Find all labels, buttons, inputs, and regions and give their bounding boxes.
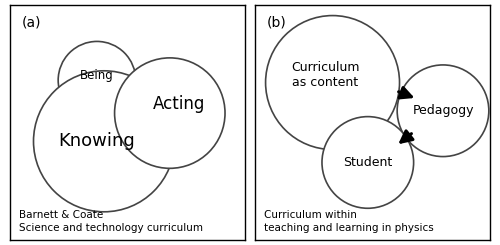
- Text: Curriculum
as content: Curriculum as content: [291, 61, 360, 89]
- Text: Acting: Acting: [153, 95, 206, 113]
- Text: (b): (b): [267, 16, 286, 30]
- Circle shape: [397, 65, 489, 157]
- Text: Student: Student: [343, 156, 392, 169]
- Text: Pedagogy: Pedagogy: [412, 104, 474, 117]
- Circle shape: [114, 58, 225, 168]
- Text: Curriculum within
teaching and learning in physics: Curriculum within teaching and learning …: [264, 210, 434, 233]
- Text: (a): (a): [22, 16, 41, 30]
- Text: Being: Being: [80, 69, 114, 82]
- Circle shape: [266, 16, 400, 149]
- Circle shape: [34, 71, 174, 212]
- Circle shape: [58, 41, 136, 119]
- Circle shape: [322, 117, 414, 208]
- Text: Knowing: Knowing: [58, 132, 136, 150]
- Text: Barnett & Coate
Science and technology curriculum: Barnett & Coate Science and technology c…: [20, 210, 204, 233]
